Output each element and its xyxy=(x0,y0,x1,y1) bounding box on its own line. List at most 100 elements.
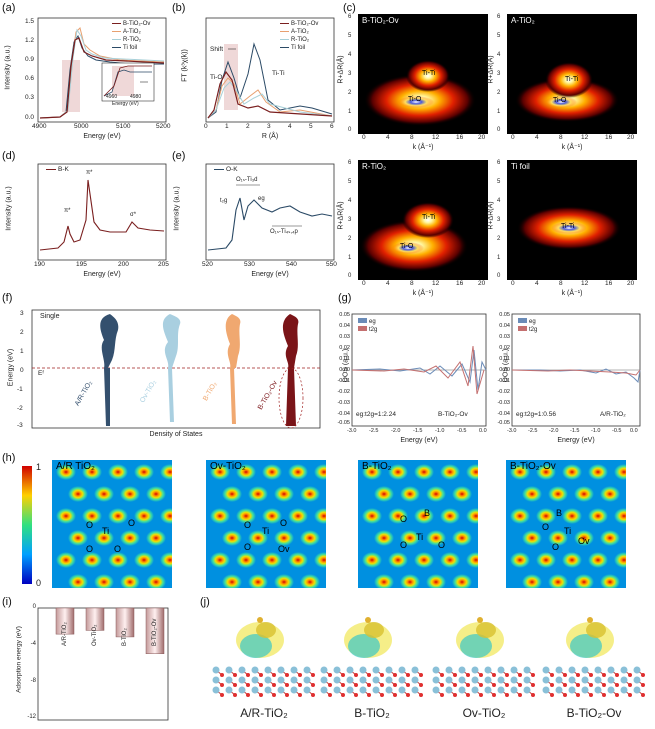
xtick: 540 xyxy=(286,261,297,268)
ti-atom xyxy=(445,676,453,684)
xtick: -2.5 xyxy=(528,428,538,434)
ytick: 1.5 xyxy=(24,18,34,25)
panel-a-xlabel: Energy (eV) xyxy=(83,133,121,140)
ti-atom xyxy=(458,686,466,694)
elf-blob xyxy=(440,552,460,568)
elf-map-svg xyxy=(56,464,172,588)
wt-map-1: B-TiO₂-Ov Ti-Ti Ti-O xyxy=(358,14,488,134)
ytick: 0.3 xyxy=(24,94,34,101)
o-atom xyxy=(311,673,315,677)
xtick: 5000 xyxy=(74,123,89,130)
ytick: -0.03 xyxy=(337,400,350,406)
o-atom xyxy=(406,693,410,697)
elf-blob xyxy=(314,552,326,568)
ti-atom xyxy=(458,676,466,684)
ytick: 0.04 xyxy=(499,323,510,329)
ytick: 5 xyxy=(348,33,352,39)
panel-g-legend: eg t2g xyxy=(358,318,377,334)
elf-blob xyxy=(388,552,408,568)
o-atom xyxy=(272,693,276,697)
panel-d-legend: B-K xyxy=(46,166,69,173)
elf-blob xyxy=(522,574,542,588)
o-atom xyxy=(233,673,237,677)
elf-blob xyxy=(600,574,620,588)
elf-blob xyxy=(574,486,594,502)
o-atom xyxy=(440,693,444,697)
ytick: 3 xyxy=(348,71,352,77)
o-atom xyxy=(518,673,522,677)
map-title: B-TiO₂-Ov xyxy=(362,16,399,25)
ytick: -0.02 xyxy=(497,389,510,395)
structure-label: Ov-TiO₂ xyxy=(462,706,506,720)
wt-map-3: R-TiO₂ Ti-Ti Ti-O xyxy=(358,160,488,280)
wt-map-2-svg xyxy=(515,62,619,122)
xtick: -2.5 xyxy=(369,428,379,434)
ti-atom xyxy=(385,676,393,684)
panel-a-legend: B-TiO₂-Ov A-TiO₂ R-TiO₂ Ti foil xyxy=(112,20,150,52)
elf-blob xyxy=(314,508,326,524)
atom-label: O xyxy=(400,514,408,524)
ti-atom xyxy=(568,686,576,694)
elf-blob xyxy=(562,464,582,480)
charge-density xyxy=(570,634,602,658)
o-atom xyxy=(341,693,345,697)
xtick: 530 xyxy=(244,261,255,268)
panel-d-xlabel: Energy (eV) xyxy=(83,271,121,278)
panel-g-xticks: -3.0 -2.5 -2.0 -1.5 -1.0 -0.5 0.0 xyxy=(347,428,487,438)
o-atom xyxy=(550,673,554,677)
ti-atom xyxy=(432,686,440,694)
o-atom xyxy=(550,683,554,687)
o-atom xyxy=(641,673,645,677)
elf-blob xyxy=(222,486,242,502)
map-title: R-TiO₂ xyxy=(362,162,387,171)
wt-map-1-svg xyxy=(364,60,476,126)
panel-e-xlabel: Energy (eV) xyxy=(251,271,289,278)
elf-map: Ov-TiO₂ O O Ti O Ov xyxy=(206,460,326,588)
wt-xlabel: k (Å⁻¹) xyxy=(412,144,434,151)
elf-blob xyxy=(146,530,166,546)
panel-i-ylabel: Adsorption energy (eV) xyxy=(15,626,23,693)
ytick: -8 xyxy=(30,678,36,684)
xtick: 520 xyxy=(202,261,213,268)
o-atom xyxy=(492,673,496,677)
ti-atom xyxy=(523,666,531,674)
wt-yticks: 6 5 4 3 2 1 0 xyxy=(497,160,506,280)
ti-atom xyxy=(264,676,272,684)
ytick: 3 xyxy=(20,310,24,317)
legend-item: Ti foil xyxy=(123,45,138,51)
ti-atom xyxy=(471,666,479,674)
atom-label: O xyxy=(86,544,94,554)
elf-blob xyxy=(68,574,88,588)
atom-label: O xyxy=(244,542,252,552)
ytick: 4 xyxy=(497,198,501,204)
elf-blob xyxy=(134,508,154,524)
ytick: -4 xyxy=(30,641,36,647)
ratio-label: eg:t2g=1:2.24 xyxy=(356,411,396,418)
charge-density xyxy=(476,622,496,638)
o-atom xyxy=(453,683,457,687)
ytick: 0.00 xyxy=(499,367,510,373)
elf-blob xyxy=(588,508,608,524)
panel-d-xticks: 190 195 200 205 xyxy=(34,261,169,271)
elf-blob xyxy=(574,530,594,546)
panel-a-yticks: 1.5 1.2 0.9 0.6 0.3 0.0 xyxy=(12,18,36,122)
o-atom xyxy=(641,693,645,697)
ti-atom xyxy=(225,676,233,684)
legend-item: eg xyxy=(529,319,536,325)
elf-blob xyxy=(522,486,542,502)
panel-f-yticks: 3 2 1 0 -1 -2 -3 xyxy=(17,310,31,429)
elf-map-title: Ov-TiO₂ xyxy=(210,461,246,472)
ti-atom xyxy=(264,666,272,674)
elf-blob xyxy=(248,486,268,502)
panel-b-label: (b) xyxy=(172,2,186,14)
panel-b-ylabel: FT (k³χ(k)) xyxy=(181,49,189,82)
elf-blob xyxy=(440,508,460,524)
o-atom xyxy=(285,673,289,677)
ti-atom xyxy=(251,686,259,694)
ti-atom xyxy=(581,666,589,674)
xtick: 4 xyxy=(386,280,390,287)
elf-blob xyxy=(248,574,268,588)
atom-label: O xyxy=(400,540,408,550)
ti-atom xyxy=(633,666,641,674)
wt-ylabel: R+ΔR(Å) xyxy=(487,201,495,230)
